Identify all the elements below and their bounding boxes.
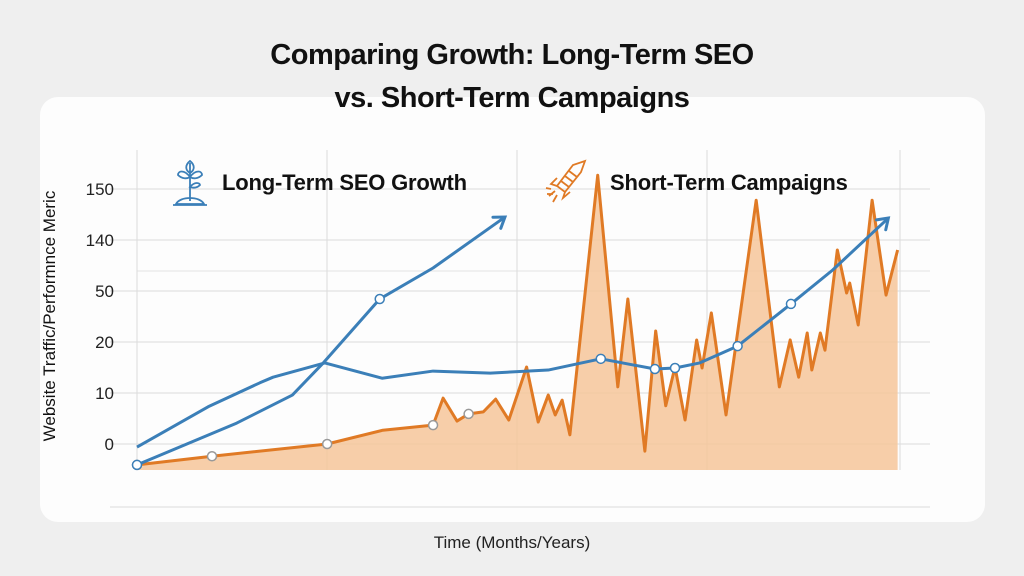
legend-seo-label: Long-Term SEO Growth: [222, 170, 467, 195]
data-point-marker: [131, 459, 143, 471]
y-tick-label: 20: [95, 333, 114, 352]
data-point-marker: [669, 362, 681, 374]
chart-title-line-1: Comparing Growth: Long-Term SEO: [270, 39, 754, 71]
data-point-marker: [649, 363, 661, 375]
arrow-head-icon: [874, 216, 891, 232]
y-tick-label: 0: [105, 435, 114, 454]
chart-title: Comparing Growth: Long-Term SEO vs. Shor…: [0, 34, 1024, 120]
x-axis-label: Time (Months/Years): [433, 533, 591, 552]
y-tick-label: 150: [86, 180, 114, 199]
data-point-marker: [427, 419, 439, 431]
y-axis-label: Website Traffic/Performnce Meric: [40, 190, 59, 442]
sprout-icon: [173, 159, 207, 206]
campaigns-area-fill: [137, 175, 898, 471]
chart-title-line-2: vs. Short-Term Campaigns: [334, 82, 690, 114]
data-point-marker: [732, 340, 743, 352]
data-point-marker: [374, 293, 385, 305]
data-point-marker: [595, 353, 607, 365]
rocket-icon: [545, 159, 587, 203]
arrow-head-icon: [491, 215, 508, 230]
data-point-marker: [321, 438, 333, 450]
y-tick-label: 10: [95, 384, 114, 403]
y-tick-label: 140: [86, 231, 114, 250]
data-point-marker: [785, 298, 797, 310]
data-point-marker: [206, 450, 218, 462]
data-point-marker: [463, 408, 474, 420]
legend-campaigns-label: Short-Term Campaigns: [610, 170, 848, 195]
y-tick-label: 50: [95, 282, 114, 301]
seo-line: [136, 216, 890, 449]
